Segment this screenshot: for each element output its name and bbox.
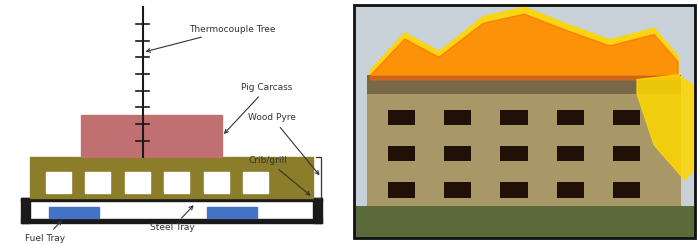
Bar bbox=[21, 198, 322, 201]
Bar bbox=[85, 173, 110, 193]
Bar bbox=[500, 110, 528, 125]
Polygon shape bbox=[370, 14, 678, 80]
Bar bbox=[125, 173, 150, 193]
Bar bbox=[613, 146, 641, 161]
Polygon shape bbox=[637, 75, 695, 180]
Bar bbox=[444, 110, 471, 125]
Bar bbox=[354, 5, 695, 238]
Bar bbox=[500, 146, 528, 161]
Bar bbox=[164, 173, 189, 193]
Bar bbox=[613, 110, 641, 125]
Bar bbox=[204, 173, 229, 193]
Bar bbox=[354, 206, 695, 238]
Bar bbox=[313, 198, 322, 223]
Bar bbox=[556, 182, 584, 198]
Bar bbox=[500, 182, 528, 198]
Polygon shape bbox=[370, 7, 678, 75]
Bar bbox=[556, 110, 584, 125]
Bar bbox=[388, 110, 415, 125]
Bar bbox=[30, 157, 313, 198]
Bar bbox=[46, 173, 71, 193]
Text: Fuel Tray: Fuel Tray bbox=[25, 221, 64, 243]
Bar bbox=[388, 182, 415, 198]
Bar bbox=[49, 207, 99, 218]
Bar bbox=[206, 207, 257, 218]
Bar bbox=[354, 5, 695, 238]
Text: Thermocouple Tree: Thermocouple Tree bbox=[146, 25, 276, 52]
Bar bbox=[388, 146, 415, 161]
Text: Crib/grill: Crib/grill bbox=[248, 156, 310, 195]
Bar bbox=[444, 182, 471, 198]
Bar bbox=[613, 182, 641, 198]
Bar bbox=[243, 173, 268, 193]
Text: Wood Pyre: Wood Pyre bbox=[248, 113, 318, 174]
Bar bbox=[556, 146, 584, 161]
Bar bbox=[21, 219, 322, 223]
Bar bbox=[444, 146, 471, 161]
Text: Steel Tray: Steel Tray bbox=[150, 206, 195, 232]
Text: Pig Carcass: Pig Carcass bbox=[225, 83, 293, 133]
Bar bbox=[80, 115, 222, 157]
Bar bbox=[368, 75, 681, 94]
Bar bbox=[21, 198, 30, 223]
Bar bbox=[368, 84, 681, 206]
